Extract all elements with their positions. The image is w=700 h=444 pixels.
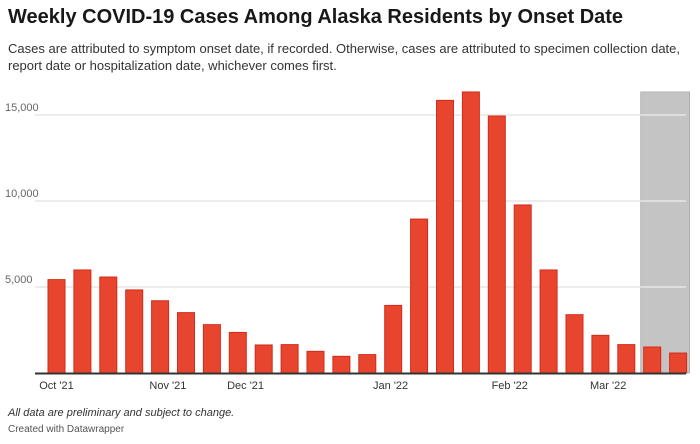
bar <box>565 314 584 374</box>
chart-subtitle: Cases are attributed to symptom onset da… <box>8 41 681 73</box>
bar <box>410 218 429 374</box>
bar <box>254 344 273 374</box>
credit-link[interactable]: Created with Datawrapper <box>8 424 125 435</box>
bar <box>539 269 558 374</box>
bar <box>47 279 66 374</box>
bar <box>513 204 532 374</box>
bar <box>384 304 403 374</box>
bar <box>125 289 144 374</box>
bar <box>228 331 247 374</box>
footnote: All data are preliminary and subject to … <box>8 407 235 419</box>
y-tick-label: 15,000 <box>5 102 39 114</box>
y-tick-label: 10,000 <box>5 188 39 200</box>
bar <box>591 334 610 374</box>
shaded-preliminary-region <box>640 91 691 374</box>
x-tick-label: Feb '22 <box>492 380 528 392</box>
x-tick-label: Mar '22 <box>590 380 626 392</box>
x-tick-label: Nov '21 <box>149 380 186 392</box>
bar-chart: 5,000 10,000 15,000 Oct '21 Nov '21 Dec '21 Ja… <box>5 91 691 392</box>
bar <box>643 346 662 374</box>
chart-title: Weekly COVID-19 Cases Among Alaska Resid… <box>8 6 624 28</box>
bar <box>436 99 454 374</box>
bar <box>99 276 118 374</box>
bar <box>202 324 221 374</box>
bar <box>461 91 480 374</box>
bar <box>177 312 195 374</box>
x-tick-label: Oct '21 <box>39 380 74 392</box>
bar <box>280 344 299 374</box>
bar <box>617 344 636 374</box>
bar <box>151 300 170 374</box>
bar <box>358 354 377 374</box>
bar <box>332 355 351 374</box>
bar <box>306 350 325 374</box>
y-tick-label: 5,000 <box>5 274 33 286</box>
x-tick-label: Jan '22 <box>373 380 408 392</box>
bar <box>487 115 506 374</box>
x-tick-label: Dec '21 <box>227 380 264 392</box>
bar <box>73 269 92 374</box>
bar <box>669 352 688 374</box>
